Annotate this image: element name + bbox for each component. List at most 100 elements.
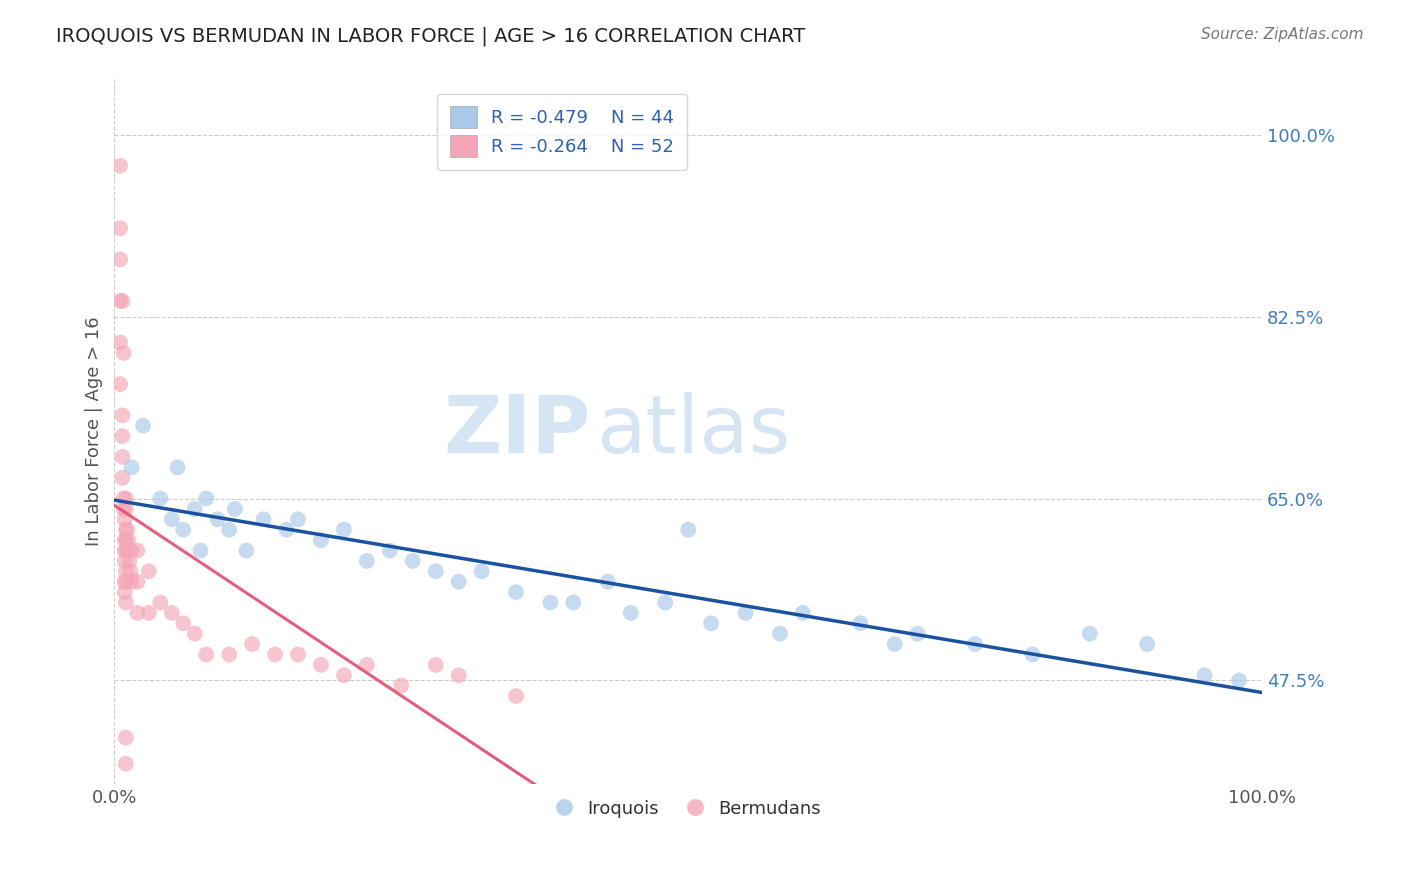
Point [115,564,138,578]
Point [114,533,136,547]
Point [160,606,183,620]
Point [700,616,723,631]
Point [115,574,138,589]
Point [118,554,141,568]
Point [112,491,135,506]
Point [540,595,562,609]
Point [138,606,160,620]
Point [1078,626,1101,640]
Point [115,502,138,516]
Point [184,502,207,516]
Point [620,606,643,620]
Point [562,595,585,609]
Point [235,543,257,558]
Point [111,429,134,443]
Point [108,293,131,308]
Point [447,668,470,682]
Point [111,450,134,464]
Point [166,460,188,475]
Point [356,657,378,672]
Point [115,756,138,771]
Point [195,648,218,662]
Point [1021,648,1043,662]
Point [108,221,131,235]
Point [356,554,378,568]
Point [111,471,134,485]
Point [111,409,134,423]
Point [120,564,142,578]
Point [115,595,138,609]
Point [287,512,309,526]
Point [309,657,332,672]
Point [676,523,699,537]
Point [115,543,138,558]
Point [1194,668,1216,682]
Point [108,252,131,267]
Point [333,523,356,537]
Point [792,606,814,620]
Point [115,523,138,537]
Point [138,564,160,578]
Point [389,679,412,693]
Text: ZIP: ZIP [443,392,591,470]
Point [471,564,494,578]
Point [117,533,139,547]
Point [734,606,756,620]
Point [132,418,155,433]
Text: atlas: atlas [596,392,790,470]
Point [224,502,246,516]
Point [333,668,356,682]
Point [149,595,172,609]
Point [849,616,872,631]
Point [114,574,136,589]
Point [378,543,401,558]
Point [112,502,135,516]
Point [402,554,425,568]
Point [195,491,218,506]
Point [596,574,619,589]
Point [505,689,527,703]
Point [425,564,447,578]
Point [121,543,143,558]
Point [114,554,136,568]
Point [172,616,194,631]
Point [1227,673,1250,688]
Point [654,595,676,609]
Point [240,637,263,651]
Point [264,648,287,662]
Text: Source: ZipAtlas.com: Source: ZipAtlas.com [1201,27,1364,42]
Point [115,491,138,506]
Point [114,585,136,599]
Point [108,335,131,350]
Point [108,159,131,173]
Point [111,293,134,308]
Point [252,512,274,526]
Point [218,648,240,662]
Point [172,523,194,537]
Y-axis label: In Labor Force | Age > 16: In Labor Force | Age > 16 [86,316,103,546]
Point [218,523,240,537]
Point [117,543,139,558]
Point [883,637,905,651]
Point [115,731,138,745]
Point [127,574,149,589]
Point [108,377,131,392]
Legend: Iroquois, Bermudans: Iroquois, Bermudans [548,792,828,825]
Point [114,543,136,558]
Point [1136,637,1159,651]
Point [447,574,470,589]
Point [207,512,229,526]
Point [907,626,929,640]
Point [114,512,136,526]
Point [160,512,183,526]
Point [127,606,149,620]
Point [769,626,792,640]
Point [184,626,207,640]
Point [149,491,172,506]
Point [276,523,298,537]
Point [115,533,138,547]
Point [121,460,143,475]
Point [425,657,447,672]
Point [190,543,212,558]
Point [127,543,149,558]
